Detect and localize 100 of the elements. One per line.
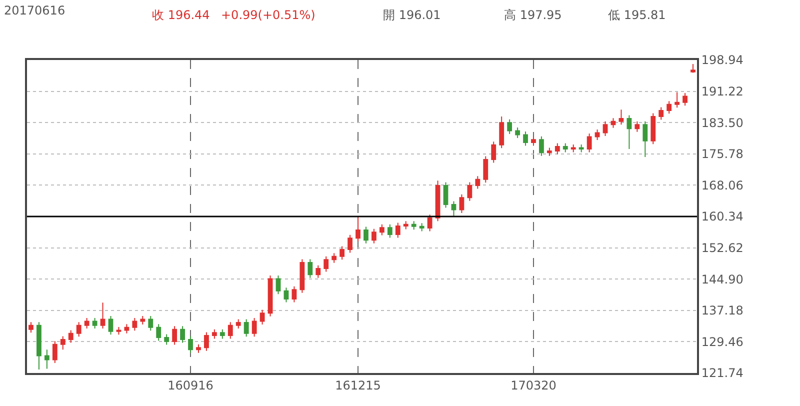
candlestick (364, 226, 368, 244)
text: 開 196.01 (383, 8, 441, 22)
candlestick (586, 133, 592, 153)
text: 高 197.95 (504, 8, 562, 22)
candlestick (427, 214, 432, 232)
candlestick (467, 182, 472, 202)
candlestick (451, 200, 456, 216)
candlestick (60, 336, 66, 350)
candlestick (403, 220, 408, 230)
y-tick-label: 198.94 (701, 53, 744, 68)
candlestick (220, 328, 225, 340)
candlestick (68, 330, 74, 344)
text: +0.99(+0.51%) (221, 8, 316, 22)
candlestick (228, 322, 233, 340)
candlestick (650, 112, 656, 145)
text: 低 195.81 (608, 8, 666, 22)
chart-title: 20170616 (4, 3, 66, 18)
candlestick (634, 120, 640, 132)
candlestick (268, 274, 273, 317)
candlestick (52, 340, 58, 364)
candlestick (483, 156, 488, 184)
candlestick (324, 256, 329, 272)
candlestick (252, 318, 257, 338)
candlestick (180, 326, 185, 344)
candlestick (411, 220, 416, 230)
candlestick (459, 194, 464, 214)
candlestick (610, 118, 616, 128)
candlestick (260, 309, 265, 326)
candlestick (316, 264, 321, 278)
candlestick (387, 224, 392, 238)
candlestick (276, 274, 281, 295)
candlestick (523, 131, 528, 146)
candlestick (570, 144, 576, 153)
candlestick (356, 216, 360, 242)
candlestick (44, 349, 50, 370)
candlestick (690, 64, 696, 74)
candlestick (244, 318, 249, 338)
candlestick (499, 116, 504, 149)
candlestick (443, 182, 448, 208)
candlestick (124, 324, 130, 334)
candlestick (626, 114, 632, 150)
y-tick-label: 191.22 (701, 84, 744, 98)
candlestick (666, 100, 672, 114)
candlestick (100, 302, 106, 330)
x-tick-label: 170320 (510, 378, 556, 392)
candlestick (515, 126, 520, 139)
candlestick (292, 286, 297, 303)
candlestick (507, 118, 512, 134)
candlestick (554, 142, 560, 155)
candlestick (578, 144, 584, 153)
candlestick (682, 92, 688, 106)
y-tick-label: 152.62 (701, 241, 744, 255)
candlestick (379, 224, 384, 236)
candlestick (332, 252, 337, 264)
candlestick (236, 318, 241, 330)
candlestick (395, 222, 400, 238)
candlestick (116, 326, 122, 336)
y-tick-label: 183.50 (701, 116, 744, 130)
candlestick (594, 128, 600, 141)
candlestick (562, 142, 568, 153)
candlestick (642, 120, 648, 158)
candlestick (284, 287, 289, 303)
candlestick (674, 92, 680, 108)
candlestick (491, 141, 496, 164)
candlestick (300, 258, 305, 294)
candlestick (76, 322, 82, 338)
candlestick (156, 324, 162, 342)
x-tick-label: 160916 (168, 378, 214, 392)
text: 收 196.44 (152, 8, 210, 22)
y-tick-label: 168.06 (701, 178, 744, 192)
y-tick-label: 175.78 (701, 147, 744, 162)
y-tick-label: 160.34 (701, 210, 744, 224)
candlestick (132, 318, 138, 332)
candlestick (419, 222, 424, 232)
candlestick (148, 316, 154, 332)
candlestick (531, 136, 536, 146)
candlestick (172, 326, 178, 346)
candlestick (164, 334, 170, 346)
candlestick (84, 318, 90, 330)
candlestick (140, 316, 146, 326)
candlestick (475, 176, 480, 190)
candlestick (539, 136, 544, 156)
candlestick (348, 234, 352, 254)
candlestick (36, 322, 42, 370)
candlestick (602, 120, 608, 136)
candlestick (188, 336, 193, 354)
y-tick-label: 137.18 (701, 304, 744, 318)
candlestick (196, 344, 201, 354)
candlestick (108, 316, 114, 336)
candlestick (618, 109, 624, 126)
y-tick-label: 129.46 (701, 334, 744, 349)
y-tick-label: 144.90 (701, 272, 744, 286)
candlestick (340, 246, 345, 260)
candlestick (28, 322, 34, 334)
candlestick (204, 332, 209, 352)
candlestick (212, 328, 217, 340)
y-tick-label: 121.74 (701, 366, 744, 380)
candlestick (92, 318, 98, 330)
x-tick-label: 161215 (335, 378, 381, 392)
candlestick (546, 147, 552, 156)
